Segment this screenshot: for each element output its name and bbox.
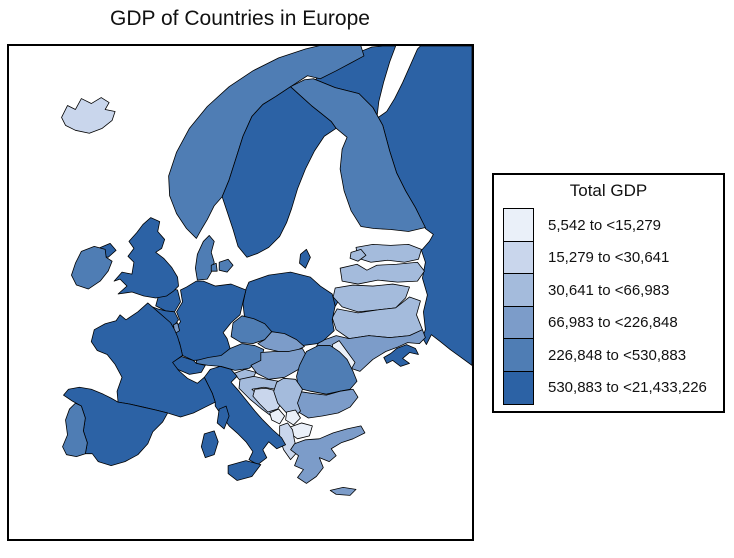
country-latvia — [339, 261, 425, 285]
legend-row: 530,883 to <21,433,226 — [503, 370, 723, 405]
country-france — [90, 302, 216, 418]
legend-bin-label: 226,848 to <530,883 — [548, 346, 687, 364]
legend-bin-label: 15,279 to <30,641 — [548, 249, 670, 266]
country-lithuania — [332, 283, 410, 313]
legend-bin-label: 66,983 to <226,848 — [548, 314, 678, 331]
legend-swatch-bin-3 — [503, 273, 534, 307]
country-crimea — [383, 344, 419, 367]
legend-swatch-bin-4 — [503, 305, 534, 340]
country-sardinia — [200, 430, 219, 459]
europe-choropleth-map — [61, 46, 472, 496]
country-corsica — [216, 405, 230, 430]
legend-bin-label: 530,883 to <21,433,226 — [548, 379, 707, 396]
country-finland — [290, 78, 426, 232]
legend-items: 5,542 to <15,279 15,279 to <30,641 30,641 … — [503, 208, 723, 405]
country-denmark-funen — [210, 262, 218, 272]
country-estonia — [355, 243, 422, 263]
legend-row: 66,983 to <226,848 — [503, 305, 723, 340]
legend-swatch-bin-1 — [503, 208, 534, 242]
legend-row: 226,848 to <530,883 — [503, 338, 723, 372]
legend-swatch-bin-2 — [503, 240, 534, 275]
map-frame — [7, 44, 474, 541]
legend: Total GDP 5,542 to <15,279 15,279 to <30,… — [492, 173, 725, 413]
country-crete — [329, 487, 357, 496]
country-iceland — [61, 97, 116, 134]
legend-row: 15,279 to <30,641 — [503, 240, 723, 275]
country-denmark-zealand — [218, 258, 234, 273]
country-gotland — [299, 248, 311, 269]
country-great-britain — [113, 217, 179, 299]
country-portugal — [62, 402, 88, 458]
legend-swatch-bin-6 — [503, 370, 534, 405]
legend-bin-label: 5,542 to <15,279 — [548, 216, 662, 234]
country-greece — [290, 425, 366, 484]
chart-title: GDP of Countries in Europe — [110, 7, 370, 30]
country-denmark-jutland — [194, 235, 215, 281]
legend-bin-label: 30,641 to <66,983 — [548, 281, 670, 299]
legend-title: Total GDP — [569, 181, 648, 200]
country-hungary — [250, 348, 308, 380]
country-sicily — [227, 460, 262, 481]
legend-row: 30,641 to <66,983 — [503, 273, 723, 307]
country-kosovo — [285, 409, 301, 426]
country-saaremaa — [349, 248, 367, 262]
country-spain — [63, 386, 169, 466]
legend-row: 5,542 to <15,279 — [503, 208, 723, 242]
legend-swatch-bin-5 — [503, 338, 534, 372]
country-ireland — [71, 245, 113, 290]
country-montenegro — [269, 408, 286, 425]
